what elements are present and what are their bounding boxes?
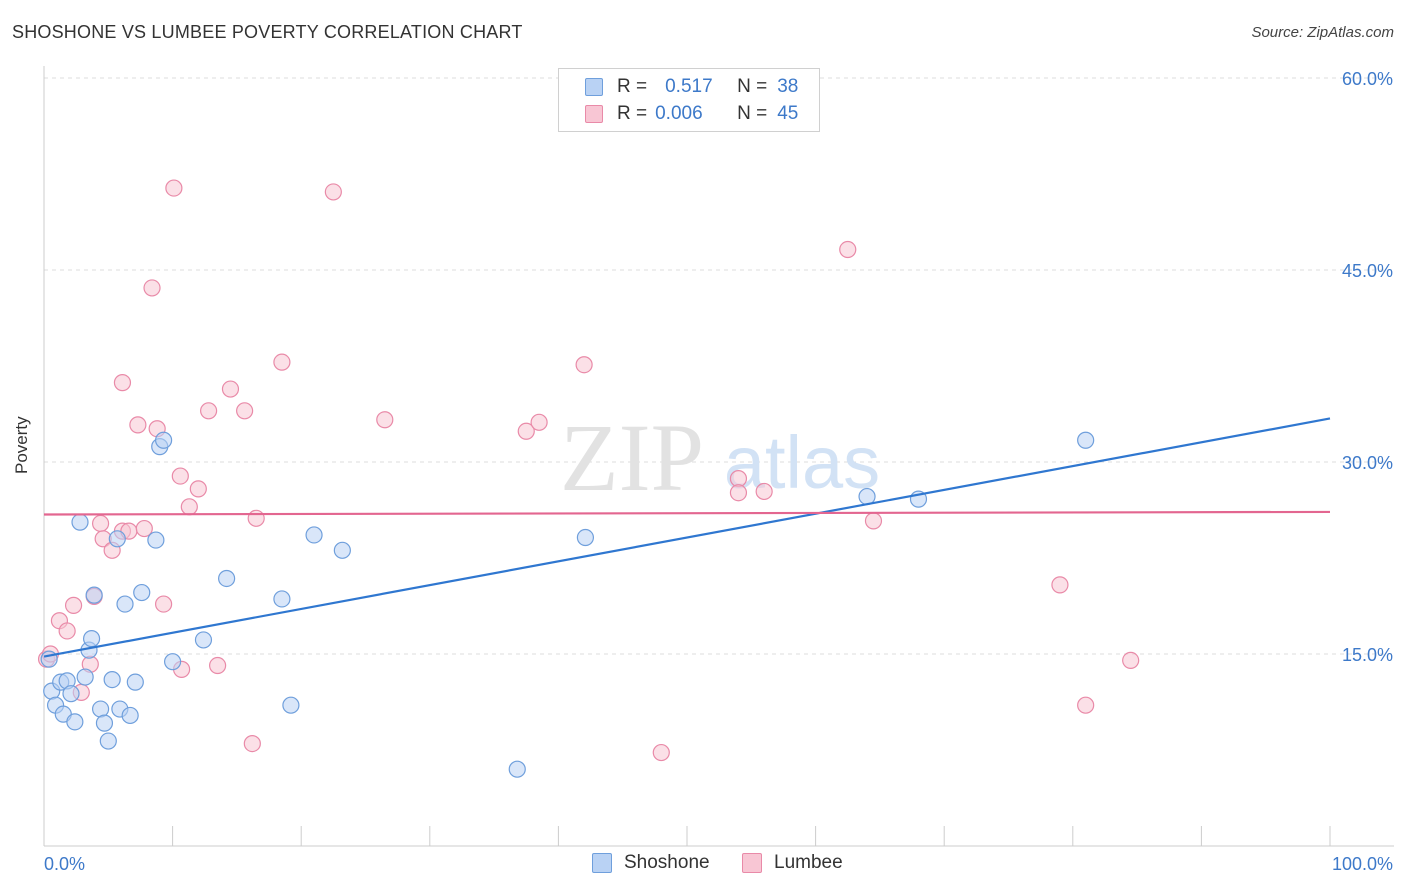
n-label: N = — [737, 103, 768, 124]
lumbee-points — [37, 179, 1140, 762]
lumbee-point[interactable] — [517, 422, 535, 440]
shoshone-point[interactable] — [91, 700, 110, 718]
lumbee-point[interactable] — [1051, 576, 1069, 594]
lumbee-trend-line — [43, 510, 1331, 516]
source-label: Source: ZipAtlas.com — [1251, 24, 1394, 41]
r-value: 0.517 — [665, 76, 713, 97]
shoshone-point[interactable] — [147, 531, 165, 549]
shoshone-legend-swatch — [592, 853, 612, 873]
y-tick-label: 30.0% — [1342, 453, 1393, 473]
r-value: 0.006 — [655, 103, 703, 124]
watermark-zip: ZIP — [560, 404, 704, 511]
lumbee-point[interactable] — [165, 179, 183, 197]
shoshone-point[interactable] — [99, 732, 117, 750]
shoshone-swatch — [585, 78, 603, 96]
lumbee-point[interactable] — [247, 509, 265, 527]
shoshone-trend-line — [43, 417, 1331, 658]
lumbee-point[interactable] — [209, 656, 227, 675]
shoshone-point[interactable] — [82, 630, 101, 648]
lumbee-point[interactable] — [91, 514, 110, 533]
watermark-atlas: atlas — [724, 421, 880, 504]
lumbee-point[interactable] — [236, 402, 254, 420]
lumbee-point[interactable] — [324, 183, 342, 201]
trend-lines — [43, 417, 1331, 658]
lumbee-point[interactable] — [200, 402, 218, 420]
shoshone-point[interactable] — [133, 583, 151, 602]
lumbee-point[interactable] — [243, 734, 261, 753]
n-value: 38 — [777, 76, 799, 97]
shoshone-point[interactable] — [76, 668, 94, 686]
x-tick-label-min: 0.0% — [44, 854, 85, 874]
shoshone-point[interactable] — [194, 631, 213, 649]
lumbee-point[interactable] — [113, 374, 132, 392]
shoshone-point[interactable] — [62, 685, 80, 703]
lumbee-point[interactable] — [575, 356, 593, 374]
legend-row-lumbee: R = 0.006 N = 45 — [585, 101, 798, 127]
shoshone-point[interactable] — [305, 526, 323, 544]
shoshone-point[interactable] — [121, 706, 139, 725]
lumbee-point[interactable] — [755, 482, 773, 501]
lumbee-point[interactable] — [864, 512, 883, 530]
shoshone-point[interactable] — [576, 528, 595, 547]
lumbee-legend-swatch — [742, 853, 762, 873]
n-value: 45 — [777, 103, 799, 124]
lumbee-swatch — [585, 105, 603, 123]
shoshone-point[interactable] — [333, 541, 351, 559]
shoshone-point[interactable] — [95, 714, 114, 732]
stats-legend: R = 0.517 N = 38 R = 0.006 N = 45 — [558, 68, 820, 132]
lumbee-point[interactable] — [652, 743, 670, 762]
lumbee-point[interactable] — [64, 596, 83, 614]
shoshone-point[interactable] — [1077, 431, 1095, 449]
lumbee-point[interactable] — [171, 467, 189, 485]
lumbee-point[interactable] — [135, 519, 153, 538]
shoshone-point[interactable] — [218, 569, 236, 588]
lumbee-point[interactable] — [180, 498, 198, 516]
lumbee-point[interactable] — [221, 380, 240, 398]
shoshone-point[interactable] — [282, 696, 300, 714]
y-tick-label: 15.0% — [1342, 645, 1393, 665]
shoshone-point[interactable] — [66, 713, 84, 731]
lumbee-point[interactable] — [189, 480, 207, 498]
r-label: R = — [617, 103, 648, 124]
legend-label-lumbee: Lumbee — [774, 852, 843, 873]
lumbee-point[interactable] — [839, 240, 857, 259]
lumbee-point[interactable] — [154, 595, 173, 613]
shoshone-point[interactable] — [164, 653, 182, 671]
shoshone-point[interactable] — [154, 431, 173, 449]
lumbee-point[interactable] — [1077, 696, 1095, 714]
shoshone-point[interactable] — [85, 586, 103, 604]
lumbee-point[interactable] — [129, 416, 147, 434]
lumbee-point[interactable] — [58, 622, 76, 640]
legend-label-shoshone: Shoshone — [624, 852, 710, 873]
lumbee-point[interactable] — [530, 413, 548, 431]
r-label: R = — [617, 76, 648, 97]
tick-labels: 15.0% 30.0% 45.0% 60.0% 0.0% 100.0% — [44, 69, 1393, 874]
shoshone-points — [40, 431, 1095, 778]
watermark: ZIP atlas — [560, 404, 880, 511]
n-label: N = — [737, 76, 768, 97]
lumbee-point[interactable] — [273, 353, 291, 371]
grid-lines — [44, 77, 1394, 655]
shoshone-point[interactable] — [508, 760, 526, 778]
legend-item-lumbee[interactable]: Lumbee — [742, 852, 843, 874]
shoshone-point[interactable] — [273, 590, 291, 608]
legend-row-shoshone: R = 0.517 N = 38 — [585, 74, 798, 100]
y-tick-label: 60.0% — [1342, 69, 1393, 89]
y-tick-label: 45.0% — [1342, 261, 1393, 281]
lumbee-point[interactable] — [729, 484, 748, 502]
lumbee-point[interactable] — [376, 411, 394, 429]
legend-item-shoshone[interactable]: Shoshone — [592, 852, 710, 874]
shoshone-point[interactable] — [126, 673, 144, 691]
shoshone-point[interactable] — [103, 670, 121, 689]
shoshone-point[interactable] — [116, 595, 134, 613]
shoshone-point[interactable] — [71, 513, 89, 531]
axes — [43, 66, 1394, 847]
x-tick-label-max: 100.0% — [1332, 854, 1393, 874]
lumbee-point[interactable] — [1122, 651, 1140, 670]
lumbee-point[interactable] — [143, 279, 161, 297]
shoshone-point[interactable] — [108, 530, 126, 548]
chart-title: SHOSHONE VS LUMBEE POVERTY CORRELATION C… — [12, 22, 523, 42]
